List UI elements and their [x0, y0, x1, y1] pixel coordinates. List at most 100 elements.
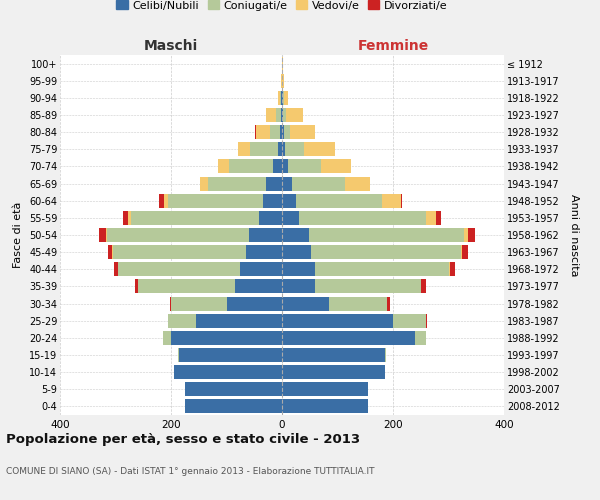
Bar	[100, 228, 106, 242]
Bar	[426, 211, 436, 225]
Bar	[282, 365, 385, 379]
Bar	[461, 245, 463, 259]
Text: Popolazione per età, sesso e stato civile - 2013: Popolazione per età, sesso e stato civil…	[6, 432, 360, 446]
Bar	[284, 91, 288, 105]
Bar	[108, 245, 112, 259]
Bar	[282, 142, 285, 156]
Bar	[316, 262, 449, 276]
Bar	[196, 314, 282, 328]
Bar	[282, 74, 284, 88]
Text: COMUNE DI SIANO (SA) - Dati ISTAT 1° gennaio 2013 - Elaborazione TUTTITALIA.IT: COMUNE DI SIANO (SA) - Dati ISTAT 1° gen…	[6, 468, 374, 476]
Bar	[270, 125, 280, 139]
Bar	[178, 348, 179, 362]
Bar	[113, 245, 246, 259]
Bar	[282, 348, 385, 362]
Bar	[287, 160, 321, 173]
Bar	[282, 125, 284, 139]
Bar	[160, 194, 164, 207]
Bar	[185, 382, 282, 396]
Bar	[292, 176, 345, 190]
Bar	[282, 382, 368, 396]
Bar	[282, 194, 296, 207]
Bar	[164, 194, 168, 207]
Bar	[321, 160, 352, 173]
Bar	[284, 125, 290, 139]
Bar	[401, 194, 403, 207]
Bar	[266, 176, 282, 190]
Bar	[280, 125, 282, 139]
Bar	[250, 142, 278, 156]
Y-axis label: Anni di nascita: Anni di nascita	[569, 194, 579, 276]
Bar	[208, 176, 266, 190]
Bar	[241, 262, 282, 276]
Bar	[278, 91, 280, 105]
Bar	[286, 108, 302, 122]
Bar	[311, 245, 461, 259]
Y-axis label: Fasce di età: Fasce di età	[13, 202, 23, 268]
Bar	[299, 211, 426, 225]
Bar	[123, 211, 128, 225]
Bar	[171, 296, 227, 310]
Text: Femmine: Femmine	[358, 38, 428, 52]
Bar	[179, 348, 282, 362]
Bar	[329, 296, 388, 310]
Bar	[114, 262, 118, 276]
Bar	[382, 194, 401, 207]
Bar	[168, 194, 263, 207]
Bar	[282, 296, 329, 310]
Bar	[118, 262, 241, 276]
Bar	[171, 331, 282, 345]
Bar	[283, 91, 284, 105]
Bar	[128, 211, 131, 225]
Legend: Celibi/Nubili, Coniugati/e, Vedovi/e, Divorziati/e: Celibi/Nubili, Coniugati/e, Vedovi/e, Di…	[112, 0, 452, 15]
Bar	[421, 280, 426, 293]
Bar	[256, 125, 270, 139]
Bar	[263, 194, 282, 207]
Bar	[273, 160, 282, 173]
Bar	[388, 296, 390, 310]
Bar	[138, 280, 235, 293]
Bar	[170, 296, 171, 310]
Bar	[415, 331, 427, 345]
Bar	[235, 280, 282, 293]
Bar	[282, 245, 311, 259]
Bar	[296, 194, 382, 207]
Bar	[266, 108, 277, 122]
Bar	[283, 108, 286, 122]
Bar	[106, 228, 107, 242]
Bar	[426, 314, 427, 328]
Bar	[464, 228, 469, 242]
Text: Maschi: Maschi	[144, 38, 198, 52]
Bar	[282, 280, 316, 293]
Bar	[282, 211, 299, 225]
Bar	[308, 228, 464, 242]
Bar	[163, 331, 171, 345]
Bar	[285, 142, 304, 156]
Bar	[185, 400, 282, 413]
Bar	[174, 365, 282, 379]
Bar	[200, 176, 208, 190]
Bar	[282, 108, 283, 122]
Bar	[131, 211, 259, 225]
Bar	[238, 142, 250, 156]
Bar	[107, 228, 249, 242]
Bar	[278, 142, 282, 156]
Bar	[282, 262, 316, 276]
Bar	[469, 228, 475, 242]
Bar	[282, 331, 415, 345]
Bar	[282, 400, 368, 413]
Bar	[168, 314, 196, 328]
Bar	[218, 160, 229, 173]
Bar	[463, 245, 468, 259]
Bar	[282, 176, 292, 190]
Bar	[246, 245, 282, 259]
Bar	[290, 125, 316, 139]
Bar	[282, 160, 287, 173]
Bar	[259, 211, 282, 225]
Bar	[385, 348, 386, 362]
Bar	[249, 228, 282, 242]
Bar	[282, 314, 393, 328]
Bar	[229, 160, 273, 173]
Bar	[316, 280, 421, 293]
Bar	[345, 176, 370, 190]
